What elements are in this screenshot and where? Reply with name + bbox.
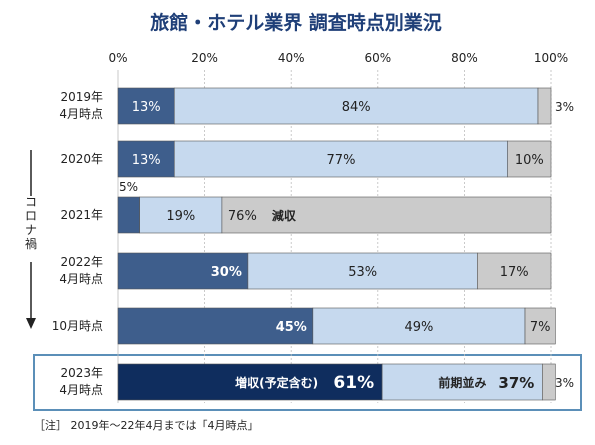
data-label-flat: 77% (327, 153, 356, 168)
category-label: 2021年 (60, 208, 103, 222)
category-label: 10月時点 (52, 319, 103, 333)
category-label: 4月時点 (59, 383, 103, 397)
bar-decrease-2020 (507, 140, 552, 178)
data-label-flat: 84% (342, 100, 371, 115)
category-label: 2019年 (60, 90, 103, 104)
category-label: 2023年 (60, 366, 103, 380)
category-label: 2020年 (60, 152, 103, 166)
bar-decrease-2023 (542, 363, 556, 401)
data-label-increase: 13% (132, 100, 161, 115)
data-label-decrease: 10% (515, 153, 544, 168)
segment-name-increase: 増収(予定含む) (235, 375, 318, 390)
x-tick-label: 100% (534, 51, 568, 65)
data-label-decrease: 7% (530, 320, 551, 335)
data-label-increase: 13% (132, 153, 161, 168)
data-label-flat: 19% (166, 209, 195, 224)
data-label-decrease: 17% (500, 265, 529, 280)
data-label-decrease: 76% (228, 209, 257, 224)
corona-arrow-head (26, 318, 36, 329)
bar-flat-2019 (173, 87, 539, 125)
chart-title: 旅館・ホテル業界 調査時点別業況 (150, 11, 442, 34)
bar-decrease-2022 (477, 252, 552, 290)
bar-decrease-2019 (537, 87, 552, 125)
data-label-increase: 5% (119, 180, 138, 194)
bar-increase-2023 (117, 363, 383, 401)
data-label-decrease: 3% (555, 376, 574, 390)
data-label-increase: 45% (276, 320, 307, 335)
data-label-flat: 49% (404, 320, 433, 335)
bar-increase-2022-10 (117, 307, 314, 345)
data-label-increase: 61% (333, 373, 374, 393)
side-label-corona: コロナ禍 (25, 195, 37, 251)
bar-decrease-2022-10 (524, 307, 556, 345)
bar-increase-2021 (117, 196, 140, 234)
x-tick-label: 80% (451, 51, 478, 65)
category-label: 2022年 (60, 255, 103, 269)
bar-increase-2020 (117, 140, 175, 178)
bar-flat-2020 (173, 140, 508, 178)
highlight-frame-2023 (33, 354, 582, 411)
x-tick-label: 20% (191, 51, 218, 65)
bar-flat-2022 (247, 252, 478, 290)
bar-flat-2022-10 (312, 307, 526, 345)
bar-flat-2021 (139, 196, 223, 234)
x-tick-label: 0% (108, 51, 127, 65)
category-label: 4月時点 (59, 272, 103, 286)
bar-increase-2019 (117, 87, 175, 125)
data-label-flat: 53% (348, 265, 377, 280)
segment-name-decrease: 減収 (272, 208, 297, 223)
bar-decrease-2021 (221, 196, 552, 234)
segment-name-flat: 前期並み (438, 375, 486, 390)
x-tick-label: 60% (364, 51, 391, 65)
data-label-flat: 37% (498, 374, 534, 392)
category-label: 4月時点 (59, 107, 103, 121)
x-tick-label: 40% (278, 51, 305, 65)
footnote: ［注］ 2019年〜22年4月までは「4月時点」 (34, 418, 258, 432)
data-label-increase: 30% (211, 265, 242, 280)
data-label-decrease: 3% (555, 100, 574, 114)
